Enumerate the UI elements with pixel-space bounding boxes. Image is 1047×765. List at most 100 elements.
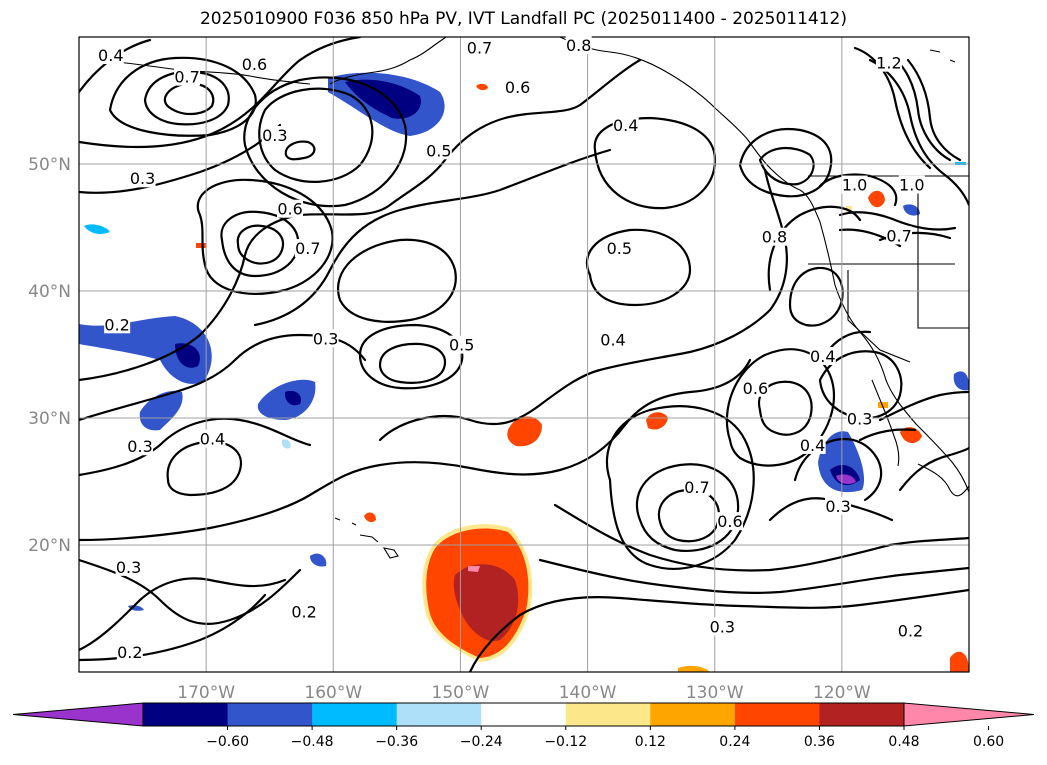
contour-label: 0.3 bbox=[825, 497, 850, 516]
colorbar-extend-high bbox=[903, 702, 1035, 727]
contour-label-bg bbox=[600, 330, 626, 349]
contour-label-bg bbox=[825, 496, 852, 515]
contour-label-bg bbox=[97, 46, 124, 65]
contour-label: 0.6 bbox=[505, 78, 530, 97]
contour-label: 0.3 bbox=[130, 169, 155, 188]
contour-label-bg bbox=[898, 175, 925, 194]
figure-title: 2025010900 F036 850 hPa PV, IVT Landfall… bbox=[199, 9, 847, 29]
colorbar-segment bbox=[396, 703, 482, 726]
colorbar-tick-label: −0.48 bbox=[291, 734, 334, 750]
contour-label-bg bbox=[261, 126, 288, 145]
map-frame bbox=[78, 36, 970, 673]
contour-label-bg bbox=[425, 141, 452, 160]
colorbar: −0.60 −0.48 −0.36 −0.24 −0.12 0.12 0.24 0.36 0.4… bbox=[12, 702, 1035, 750]
colorbar-tick-label: 0.60 bbox=[973, 734, 1004, 750]
colorbar-segment bbox=[227, 703, 313, 726]
contour-label: 0.3 bbox=[116, 558, 141, 577]
pv-negative-shading bbox=[79, 72, 969, 611]
latitude-tick-label: 40°N bbox=[28, 282, 71, 302]
contour-label: 1.2 bbox=[876, 54, 901, 73]
contour-label: 0.7 bbox=[295, 239, 320, 258]
colorbar-tick-label: −0.12 bbox=[544, 734, 587, 750]
colorbar-segment bbox=[143, 703, 229, 726]
contour-label-bg bbox=[127, 437, 154, 456]
latitude-tick-label: 50°N bbox=[28, 155, 71, 175]
latitude-tick-label: 20°N bbox=[28, 536, 71, 556]
contour-label-bg bbox=[716, 512, 743, 531]
contour-label: 0.2 bbox=[898, 621, 923, 640]
contour-label-bg bbox=[612, 115, 639, 134]
colorbar-segment bbox=[565, 703, 651, 726]
contour-label: 0.3 bbox=[127, 437, 152, 456]
contour-label: 0.7 bbox=[467, 38, 492, 57]
colorbar-segment bbox=[650, 703, 736, 726]
contour-label: 0.3 bbox=[262, 126, 287, 145]
contour-label: 0.4 bbox=[600, 331, 625, 350]
contour-label: 0.6 bbox=[743, 379, 768, 398]
longitude-tick-label: 120°W bbox=[813, 683, 871, 703]
contour-label: 0.3 bbox=[847, 409, 872, 428]
contour-label-bg bbox=[129, 169, 156, 188]
colorbar-frame bbox=[142, 702, 905, 727]
coastlines bbox=[99, 37, 969, 559]
contour-label: 0.2 bbox=[104, 315, 129, 334]
contour-label: 0.8 bbox=[762, 228, 787, 247]
contour-label: 0.5 bbox=[426, 141, 451, 160]
contour-label-bg bbox=[846, 409, 873, 428]
contour-label-bg bbox=[886, 226, 913, 245]
contour-label: 0.5 bbox=[449, 336, 474, 355]
contour-label-bg bbox=[809, 347, 836, 366]
contour-label-bg bbox=[606, 239, 633, 258]
colorbar-extend-low bbox=[12, 702, 144, 727]
latitude-tick-label: 30°N bbox=[28, 409, 71, 429]
contour-label-bg bbox=[277, 199, 304, 218]
colorbar-segment bbox=[734, 703, 820, 726]
contour-label-bg bbox=[448, 335, 475, 354]
contour-label: 0.2 bbox=[117, 643, 142, 662]
contour-label-bg bbox=[742, 378, 769, 397]
contour-label: 0.4 bbox=[200, 430, 225, 449]
gridlines bbox=[79, 37, 969, 672]
contour-labels: 0.4 0.7 0.6 0.7 0.8 0.6 0.3 0.5 0.4 1.2 0.3 0.6 0.7 0… bbox=[97, 35, 925, 662]
contour-label: 0.4 bbox=[800, 436, 825, 455]
contour-label-bg bbox=[761, 227, 788, 246]
contour-label: 0.6 bbox=[242, 55, 267, 74]
contour-label-bg bbox=[174, 67, 201, 86]
contour-label: 1.0 bbox=[842, 176, 867, 195]
contour-label-bg bbox=[504, 77, 531, 96]
contour-label: 0.6 bbox=[277, 200, 302, 219]
colorbar-tick-label: 0.36 bbox=[804, 734, 835, 750]
colorbar-tick-label: 0.24 bbox=[719, 734, 750, 750]
contour-label-bg bbox=[841, 175, 868, 194]
contour-label-bg bbox=[104, 315, 131, 334]
longitude-tick-label: 170°W bbox=[177, 683, 235, 703]
contour-label: 0.4 bbox=[613, 116, 638, 135]
colorbar-tick-label: 0.48 bbox=[888, 734, 919, 750]
contour-label-bg bbox=[709, 617, 736, 636]
colorbar-segment bbox=[819, 703, 905, 726]
contour-label: 0.8 bbox=[566, 36, 591, 55]
contour-label-bg bbox=[466, 38, 493, 57]
contour-label: 0.7 bbox=[174, 68, 199, 87]
contour-label-bg bbox=[683, 477, 710, 496]
contour-label: 0.5 bbox=[607, 239, 632, 258]
contour-label: 0.7 bbox=[886, 226, 911, 245]
longitude-tick-label: 140°W bbox=[559, 683, 617, 703]
contour-label: 0.6 bbox=[717, 512, 742, 531]
contour-label: 0.3 bbox=[313, 329, 338, 348]
contour-label-bg bbox=[875, 53, 902, 72]
contour-label: 0.2 bbox=[291, 602, 316, 621]
contour-label-bg bbox=[291, 602, 318, 621]
colorbar-segment bbox=[312, 703, 398, 726]
colorbar-tick-label: −0.24 bbox=[460, 734, 503, 750]
contour-label-bg bbox=[241, 54, 268, 73]
longitude-tick-label: 150°W bbox=[432, 683, 490, 703]
longitude-tick-labels: 170°W 160°W 150°W 140°W 130°W 120°W bbox=[177, 683, 871, 703]
contour-label: 1.0 bbox=[899, 176, 924, 195]
contour-label-bg bbox=[115, 557, 142, 576]
colorbar-segment bbox=[481, 703, 567, 726]
contour-label-bg bbox=[799, 435, 826, 454]
colorbar-tick-label: 0.12 bbox=[635, 734, 666, 750]
